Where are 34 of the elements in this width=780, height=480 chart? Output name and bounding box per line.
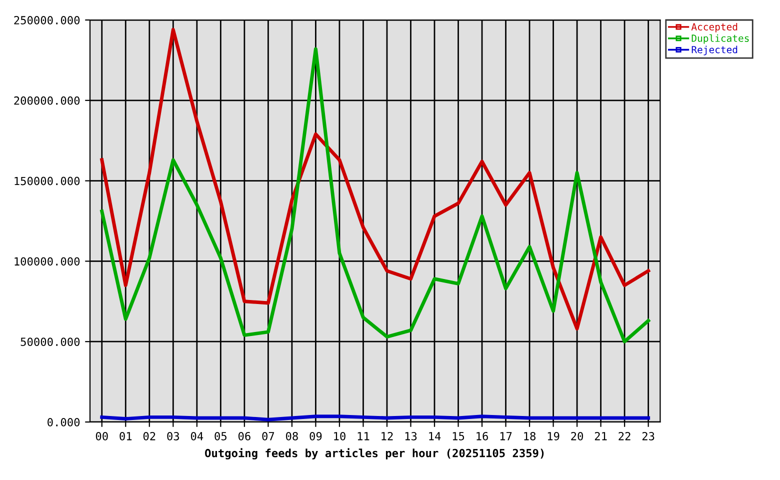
x-tick-label: 14 [429, 432, 441, 440]
x-tick-label: 13 [405, 432, 417, 440]
x-tick-label: 22 [618, 432, 630, 440]
x-tick-label: 17 [500, 432, 512, 440]
y-tick-label: 0.000 [48, 418, 80, 426]
x-axis-title: Outgoing feeds by articles per hour (20251105 2359) [205, 448, 544, 460]
x-tick-label: 06 [238, 432, 250, 440]
x-tick-label: 12 [382, 432, 393, 440]
x-tick-label: 00 [96, 432, 108, 440]
x-tick-label: 10 [334, 432, 346, 440]
x-tick-label: 11 [358, 432, 370, 440]
x-tick-label: 19 [548, 432, 560, 440]
y-tick-label: 50000.000 [20, 338, 80, 346]
x-tick-label: 21 [594, 432, 607, 440]
x-tick-label: 04 [190, 432, 204, 440]
legend-label: Accepted [691, 22, 738, 32]
x-tick-label: 08 [286, 432, 298, 440]
x-tick-label: 20 [571, 432, 584, 440]
x-tick-label: 15 [452, 432, 464, 440]
y-tick-label: 150000.000 [14, 176, 80, 186]
y-tick-label: 200000.000 [14, 96, 80, 105]
legend-label: Rejected [692, 46, 738, 56]
legend-label: Duplicates [692, 34, 749, 44]
y-tick-label: 250000.000 [14, 16, 80, 24]
x-tick-label: 16 [476, 432, 488, 440]
x-tick-label: 18 [524, 432, 536, 440]
y-tick-label: 100000.000 [14, 257, 80, 266]
x-tick-label: 05 [214, 432, 226, 440]
x-tick-label: 01 [120, 432, 132, 440]
x-tick-label: 23 [642, 432, 654, 440]
x-tick-label: 02 [143, 432, 156, 440]
x-tick-label: 09 [310, 432, 322, 440]
x-tick-label: 03 [167, 432, 180, 440]
x-tick-label: 07 [262, 432, 274, 440]
